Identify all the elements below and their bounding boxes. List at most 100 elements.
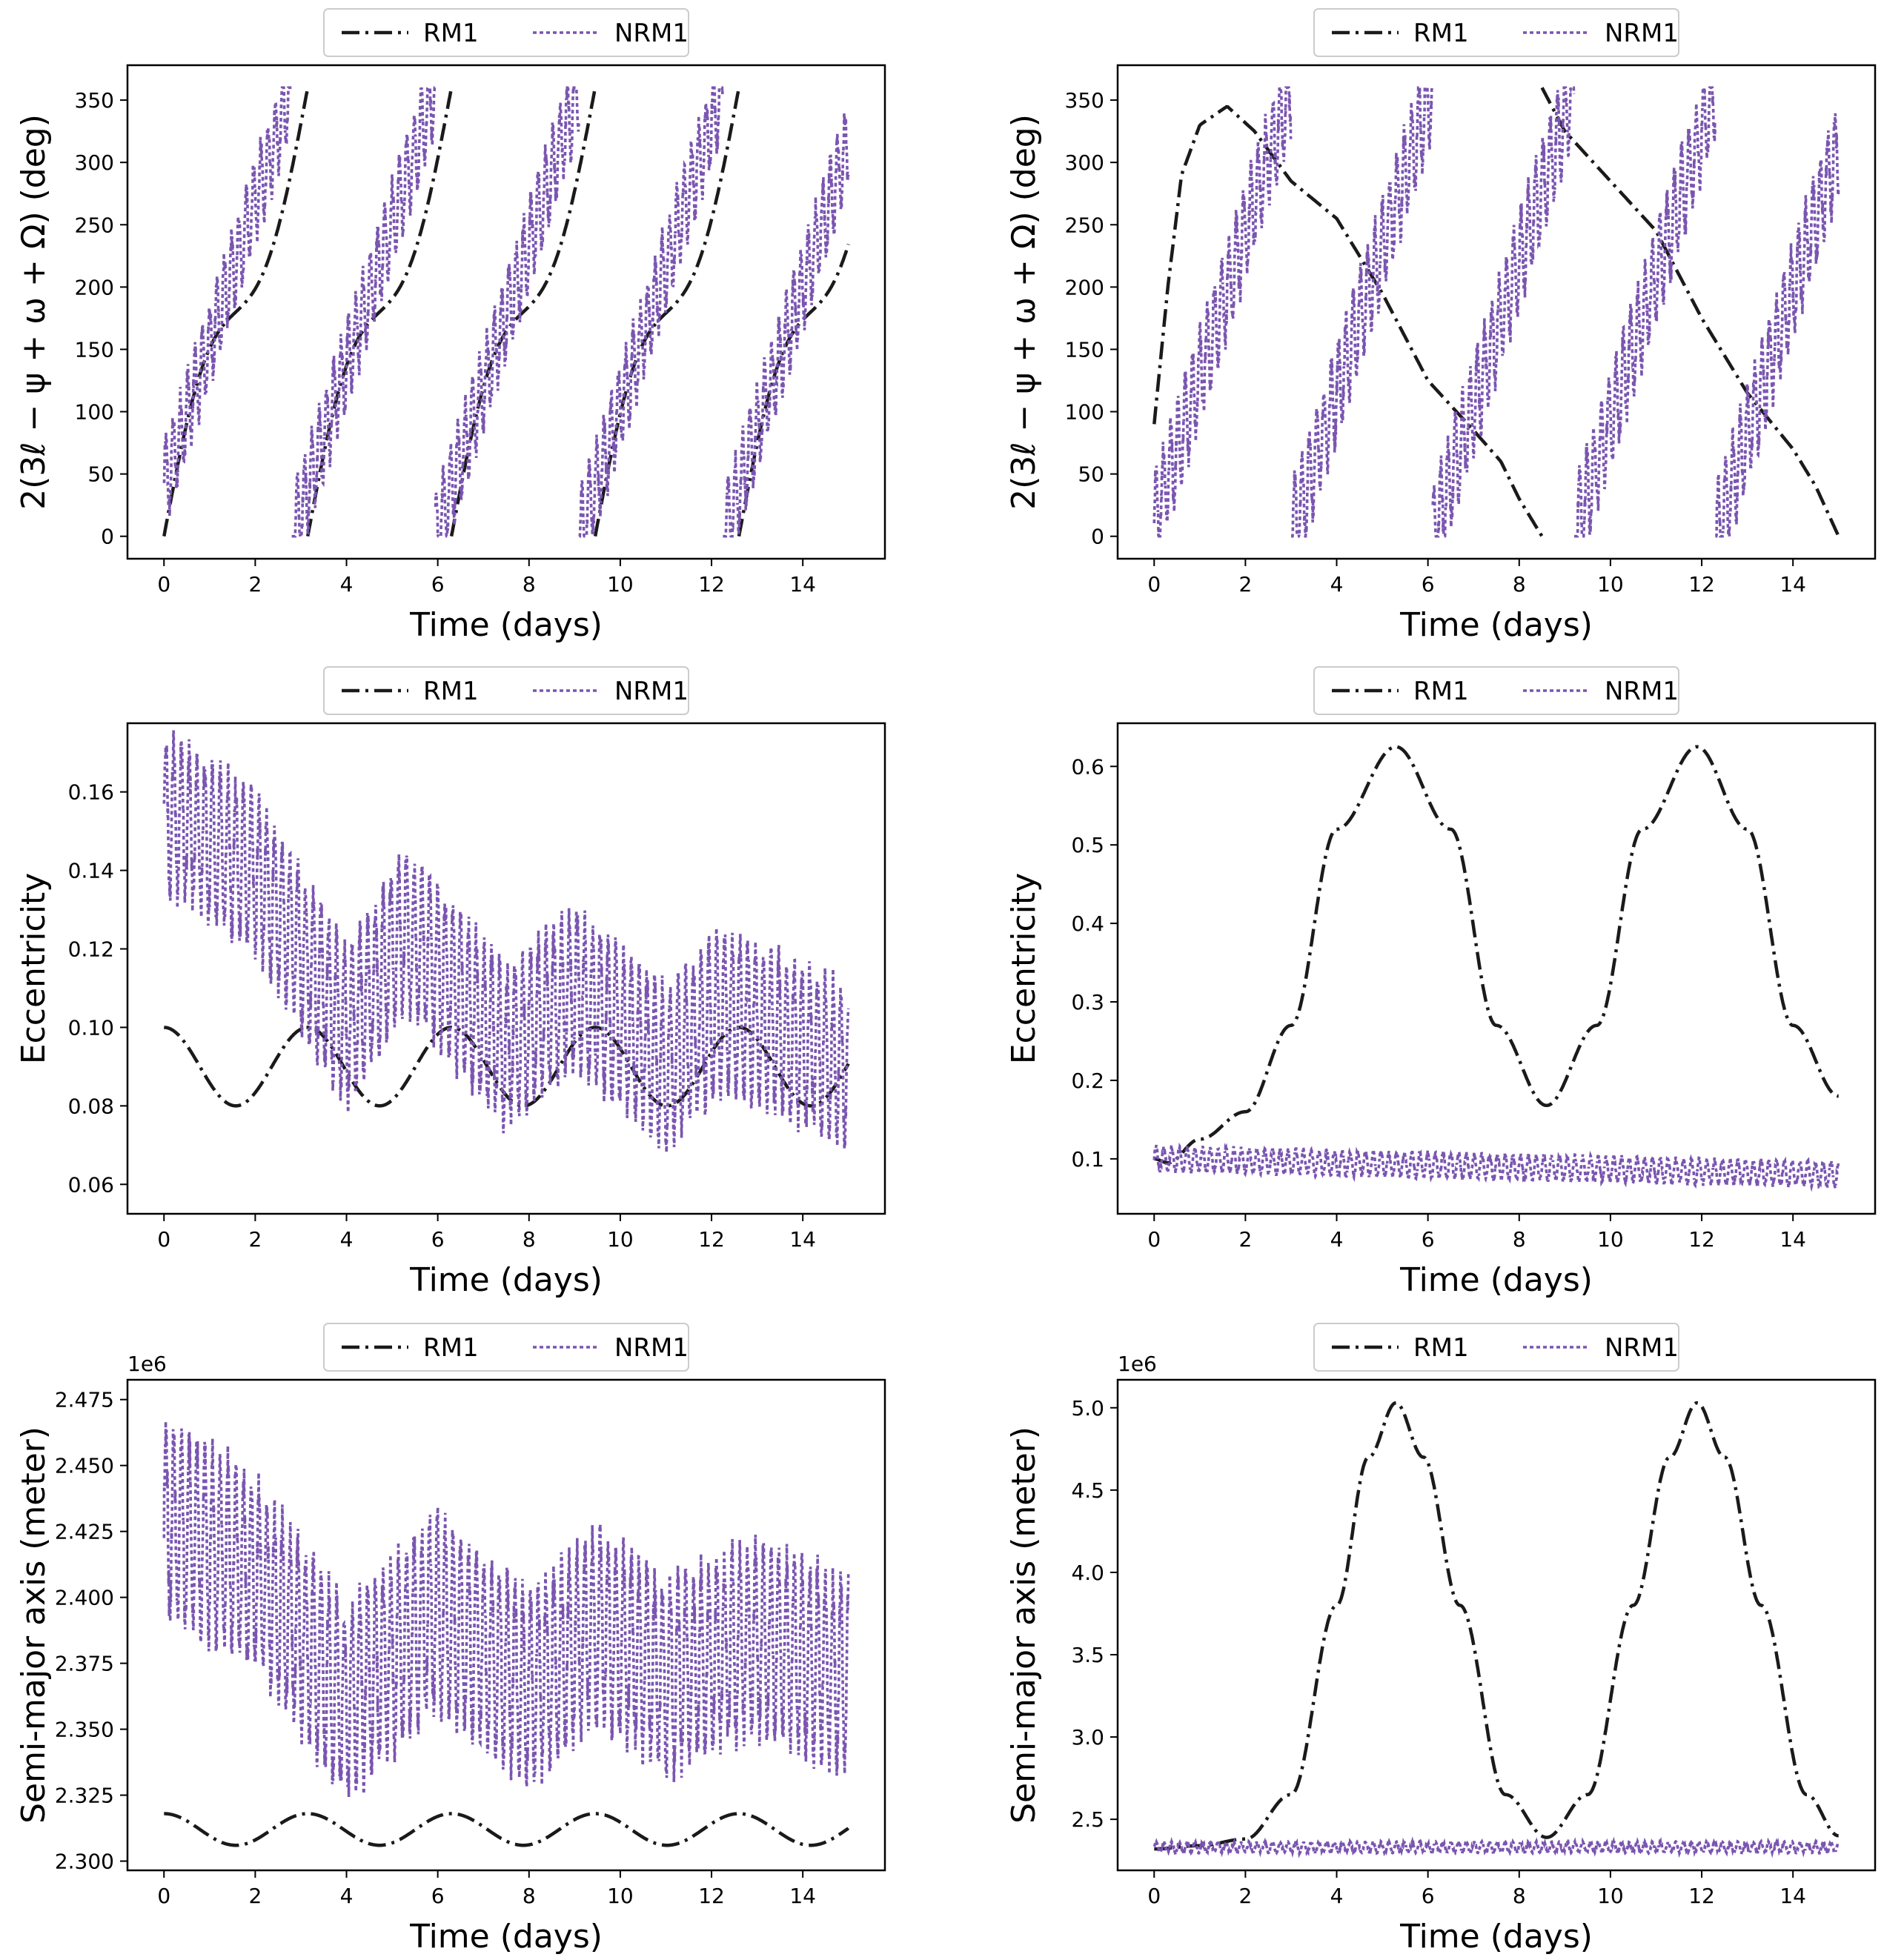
x-tick-label: 14 (1779, 572, 1806, 597)
y-axis-label: Eccentricity (15, 873, 53, 1064)
legend: RM1 NRM1 (323, 666, 689, 715)
y-axis-label: Semi-major axis (meter) (15, 1426, 53, 1824)
x-axis-label: Time (days) (1399, 1261, 1593, 1299)
y-tick-label: 2.300 (55, 1850, 114, 1874)
y-tick-label: 50 (87, 462, 114, 487)
x-tick-label: 14 (789, 1227, 816, 1252)
x-tick-label: 4 (1330, 572, 1344, 597)
series-rm1-line (593, 90, 740, 537)
series-nrm1-line (1152, 1142, 1840, 1192)
legend-label-nrm1: NRM1 (1605, 19, 1679, 48)
x-tick-label: 0 (157, 572, 170, 597)
x-tick-label: 4 (340, 572, 354, 597)
x-tick-label: 12 (698, 572, 725, 597)
x-tick-label: 10 (607, 1884, 634, 1908)
x-axis-label: Time (days) (1399, 606, 1593, 644)
y-axis-label: 2(3ℓ − ψ + ω + Ω) (deg) (15, 114, 53, 510)
x-tick-label: 10 (1597, 1227, 1624, 1252)
axes-frame (126, 1378, 886, 1872)
y-tick-label: 2.450 (55, 1454, 114, 1478)
y-tick-label: 2.325 (55, 1784, 114, 1808)
y-tick-label: 3.5 (1071, 1643, 1104, 1667)
y-tick-label: 200 (75, 275, 114, 299)
y-tick-label: 2.425 (55, 1520, 114, 1544)
series-nrm1-line (1574, 86, 1717, 538)
y-tick-label: 0.08 (68, 1094, 114, 1118)
x-axis-label: Time (days) (409, 606, 603, 644)
x-tick-label: 14 (789, 1884, 816, 1908)
y-tick-label: 0.5 (1071, 833, 1104, 857)
legend-label-nrm1: NRM1 (1605, 1333, 1679, 1363)
x-tick-label: 8 (523, 1884, 536, 1908)
x-tick-label: 12 (1688, 572, 1715, 597)
y-tick-label: 0 (101, 525, 114, 549)
y-tick-label: 3.0 (1071, 1725, 1104, 1750)
y-tick-label: 50 (1078, 462, 1104, 487)
y-tick-label: 100 (75, 400, 114, 425)
x-tick-label: 6 (431, 572, 445, 597)
legend: RM1 NRM1 (1313, 8, 1679, 57)
series-rm1-line (163, 1026, 850, 1108)
y-tick-label: 2.5 (1071, 1807, 1104, 1832)
y-tick-label: 0 (1091, 525, 1104, 549)
legend: RM1 NRM1 (323, 8, 689, 57)
y-tick-label: 5.0 (1071, 1396, 1104, 1421)
series-nrm1-line (723, 113, 850, 538)
legend-label-nrm1: NRM1 (1605, 677, 1679, 706)
legend-label-rm1: RM1 (1413, 677, 1469, 706)
series-nrm1-line (1431, 86, 1576, 538)
series-rm1-line (1154, 1401, 1839, 1851)
y-tick-label: 0.10 (68, 1015, 114, 1040)
y-tick-label: 2.350 (55, 1718, 114, 1742)
series-nrm1-line (291, 86, 437, 538)
x-tick-label: 4 (1330, 1884, 1344, 1908)
series-nrm1-line (578, 86, 724, 538)
y-tick-label: 300 (1065, 150, 1104, 175)
series-nrm1-line (162, 86, 292, 516)
x-tick-label: 6 (1422, 1884, 1435, 1908)
x-axis-label: Time (days) (409, 1261, 603, 1299)
axes-frame (1116, 722, 1877, 1215)
series-nrm1-line (1152, 1836, 1840, 1858)
series-nrm1-line (162, 730, 850, 1153)
legend-box (323, 666, 689, 715)
axes-frame (126, 64, 886, 560)
y-tick-label: 0.6 (1071, 754, 1104, 779)
x-tick-label: 4 (340, 1884, 354, 1908)
x-tick-label: 14 (789, 572, 816, 597)
x-tick-label: 2 (248, 1227, 262, 1252)
x-tick-label: 2 (1238, 1884, 1252, 1908)
y-tick-label: 0.3 (1071, 990, 1104, 1014)
series-rm1-line (737, 243, 850, 537)
x-tick-label: 0 (157, 1227, 170, 1252)
series-nrm1-line (1714, 113, 1840, 538)
panel-ecc-rm1: 0 2 4 6 8 10 12 14 0.06 0.08 0.10 0.12 0.14 0.16 Time … (15, 666, 886, 1299)
y-tick-label: 350 (1065, 88, 1104, 113)
legend-label-nrm1: NRM1 (614, 1333, 689, 1363)
series-rm1-line (1540, 87, 1840, 537)
x-tick-label: 8 (1513, 1884, 1526, 1908)
series-rm1-line (305, 90, 453, 537)
x-tick-label: 6 (1422, 1227, 1435, 1252)
x-tick-label: 12 (1688, 1884, 1715, 1908)
axes-frame (1116, 1378, 1877, 1872)
series-rm1-line (162, 90, 309, 537)
series-rm1-line (164, 1812, 850, 1847)
y-tick-label: 200 (1065, 275, 1104, 299)
panel-sma-nrm1: 0 2 4 6 8 10 12 14 2.5 3.0 3.5 4.0 4.5 5.0 Time (days)… (1005, 1323, 1877, 1956)
y-tick-label: 350 (75, 88, 114, 113)
legend-box (323, 1323, 689, 1372)
series-rm1-line (449, 90, 597, 537)
x-tick-label: 0 (1147, 572, 1161, 597)
x-axis-label: Time (days) (409, 1918, 603, 1956)
legend-box (1313, 8, 1679, 57)
panel-ecc-nrm1: 0 2 4 6 8 10 12 14 0.1 0.2 0.3 0.4 0.5 0.6 Time (days)… (1005, 666, 1877, 1299)
x-tick-label: 4 (340, 1227, 354, 1252)
y-tick-label: 150 (75, 337, 114, 362)
y-tick-label: 0.12 (68, 937, 114, 962)
y-tick-label: 100 (1065, 400, 1104, 425)
y-offset-label: 1e6 (1118, 1352, 1157, 1376)
series-rm1-line (1152, 104, 1544, 537)
y-tick-label: 2.400 (55, 1586, 114, 1610)
x-tick-label: 8 (1513, 572, 1526, 597)
